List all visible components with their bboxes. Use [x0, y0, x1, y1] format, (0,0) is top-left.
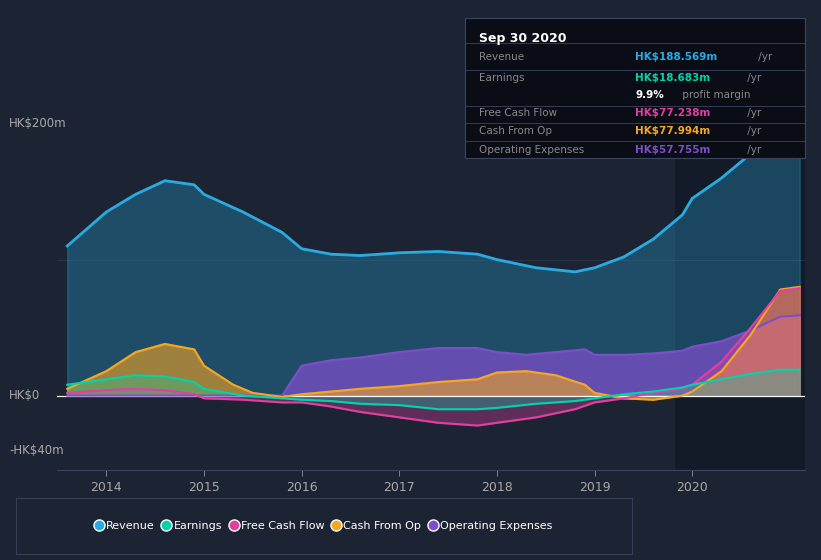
Text: Sep 30 2020: Sep 30 2020: [479, 32, 566, 45]
Text: /yr: /yr: [744, 108, 761, 118]
Text: /yr: /yr: [744, 73, 761, 83]
Text: /yr: /yr: [754, 52, 772, 62]
Bar: [675, 90, 805, 470]
Text: Free Cash Flow: Free Cash Flow: [479, 108, 557, 118]
Text: HK$77.238m: HK$77.238m: [635, 108, 710, 118]
Text: Revenue: Revenue: [479, 52, 524, 62]
Text: /yr: /yr: [744, 127, 761, 137]
Text: HK$188.569m: HK$188.569m: [635, 52, 718, 62]
Text: -HK$40m: -HK$40m: [9, 444, 63, 456]
Text: profit margin: profit margin: [678, 90, 750, 100]
Text: HK$57.755m: HK$57.755m: [635, 144, 710, 155]
Text: HK$77.994m: HK$77.994m: [635, 127, 710, 137]
Text: HK$200m: HK$200m: [9, 117, 67, 130]
Text: Earnings: Earnings: [479, 73, 524, 83]
Text: /yr: /yr: [744, 144, 761, 155]
Text: 9.9%: 9.9%: [635, 90, 663, 100]
Text: Cash From Op: Cash From Op: [479, 127, 552, 137]
Text: Operating Expenses: Operating Expenses: [479, 144, 584, 155]
Text: HK$18.683m: HK$18.683m: [635, 73, 710, 83]
Legend: Revenue, Earnings, Free Cash Flow, Cash From Op, Operating Expenses: Revenue, Earnings, Free Cash Flow, Cash …: [91, 517, 557, 536]
Text: HK$0: HK$0: [9, 389, 40, 402]
